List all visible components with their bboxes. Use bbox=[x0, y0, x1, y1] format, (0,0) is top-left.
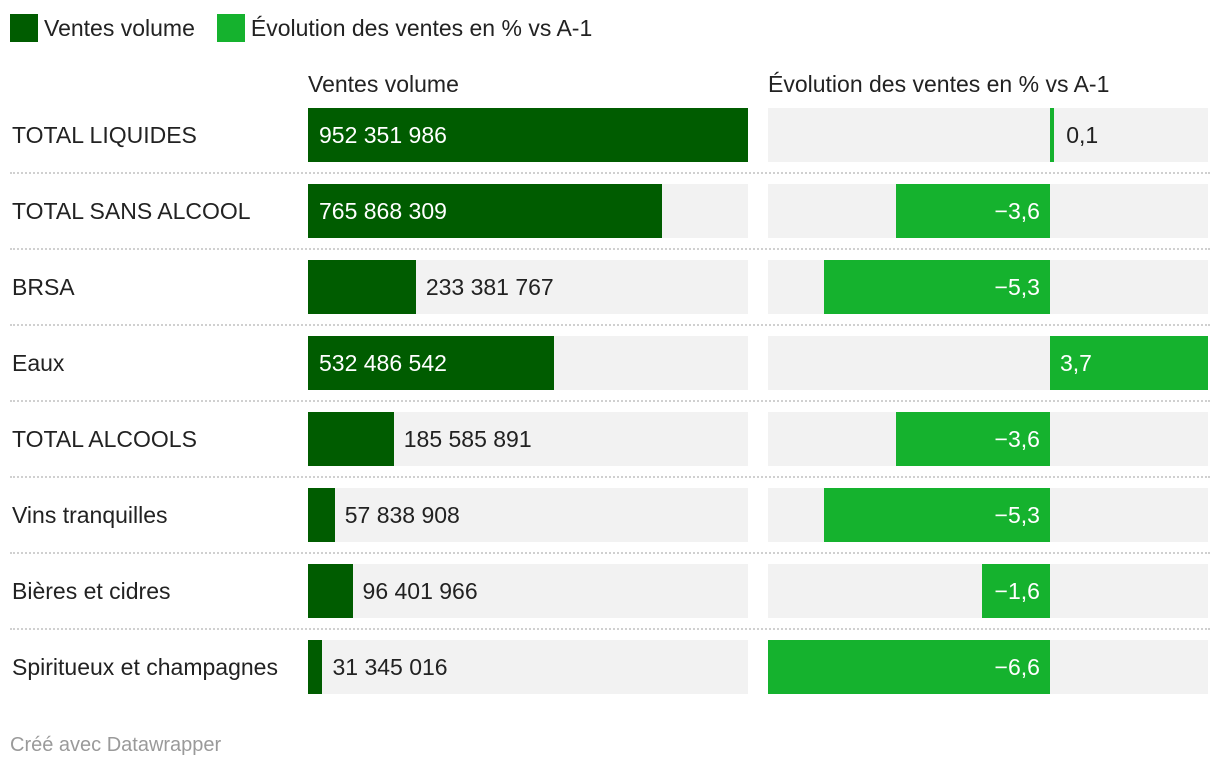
column-header-volume: Ventes volume bbox=[308, 71, 459, 97]
row-separator bbox=[10, 324, 1210, 326]
evolution-value-label: −3,6 bbox=[994, 426, 1040, 452]
table-row: Spiritueux et champagnes 31 345 016 −6,6 bbox=[0, 640, 1220, 694]
row-separator bbox=[10, 552, 1210, 554]
volume-value-label: 532 486 542 bbox=[319, 350, 447, 376]
evolution-bar bbox=[1049, 336, 1208, 390]
chart-legend: Ventes volume Évolution des ventes en % … bbox=[10, 13, 614, 43]
table-row: Bières et cidres 96 401 966 −1,6 bbox=[0, 564, 1220, 618]
row-separator bbox=[10, 400, 1210, 402]
evolution-bar bbox=[1049, 108, 1055, 162]
table-row: Eaux 532 486 542 3,7 bbox=[0, 336, 1220, 390]
volume-track bbox=[308, 488, 748, 542]
volume-value-label: 952 351 986 bbox=[319, 122, 447, 148]
table-row: BRSA 233 381 767 −5,3 bbox=[0, 260, 1220, 314]
evolution-bar bbox=[896, 184, 1050, 238]
table-row: TOTAL LIQUIDES 952 351 986 0,1 bbox=[0, 108, 1220, 162]
row-label: Spiritueux et champagnes bbox=[12, 654, 278, 680]
legend-item-evolution: Évolution des ventes en % vs A-1 bbox=[216, 14, 593, 42]
evolution-bar bbox=[823, 488, 1050, 542]
evolution-value-label: −1,6 bbox=[994, 578, 1040, 604]
evolution-bar bbox=[896, 412, 1050, 466]
evolution-value-label: −5,3 bbox=[994, 502, 1040, 528]
volume-bar bbox=[308, 336, 555, 390]
credit-footer: Créé avec Datawrapper bbox=[10, 734, 222, 756]
row-separator bbox=[10, 476, 1210, 478]
volume-bar bbox=[308, 488, 335, 542]
row-label: BRSA bbox=[12, 274, 75, 300]
volume-value-label: 31 345 016 bbox=[332, 654, 448, 680]
volume-bar bbox=[308, 640, 323, 694]
volume-bar bbox=[308, 184, 662, 238]
row-label: TOTAL LIQUIDES bbox=[12, 122, 197, 148]
volume-value-label: 765 868 309 bbox=[319, 198, 447, 224]
volume-value-label: 185 585 891 bbox=[403, 426, 532, 452]
evolution-track bbox=[768, 108, 1208, 162]
table-row: TOTAL SANS ALCOOL 765 868 309 −3,6 bbox=[0, 184, 1220, 238]
volume-bar bbox=[308, 108, 748, 162]
legend-item-volume: Ventes volume bbox=[10, 14, 195, 42]
evolution-bar bbox=[823, 260, 1050, 314]
evolution-value-label: −5,3 bbox=[994, 274, 1040, 300]
row-separator bbox=[10, 248, 1210, 250]
row-label: TOTAL SANS ALCOOL bbox=[12, 198, 251, 224]
volume-value-label: 57 838 908 bbox=[344, 502, 460, 528]
volume-value-label: 233 381 767 bbox=[425, 274, 554, 300]
volume-track bbox=[308, 640, 748, 694]
table-row: Vins tranquilles 57 838 908 −5,3 bbox=[0, 488, 1220, 542]
row-label: Eaux bbox=[12, 350, 65, 376]
volume-bar bbox=[308, 564, 353, 618]
evolution-value-label: −6,6 bbox=[994, 654, 1040, 680]
evolution-value-label: 0,1 bbox=[1066, 122, 1099, 148]
legend-swatch-volume bbox=[10, 14, 38, 42]
evolution-bar bbox=[768, 640, 1050, 694]
legend-label-evolution: Évolution des ventes en % vs A-1 bbox=[250, 14, 593, 41]
volume-value-label: 96 401 966 bbox=[362, 578, 478, 604]
evolution-value-label: −3,6 bbox=[994, 198, 1040, 224]
volume-track bbox=[308, 564, 748, 618]
evolution-value-label: 3,7 bbox=[1059, 350, 1092, 376]
volume-bar bbox=[308, 412, 394, 466]
row-label: Vins tranquilles bbox=[12, 502, 168, 528]
table-row: TOTAL ALCOOLS 185 585 891 −3,6 bbox=[0, 412, 1220, 466]
row-separator bbox=[10, 172, 1210, 174]
row-label: Bières et cidres bbox=[12, 578, 171, 604]
row-label: TOTAL ALCOOLS bbox=[12, 426, 197, 452]
legend-swatch-evolution bbox=[216, 14, 245, 42]
column-header-evolution: Évolution des ventes en % vs A-1 bbox=[768, 71, 1110, 97]
volume-bar bbox=[308, 260, 416, 314]
evolution-bar bbox=[981, 564, 1050, 618]
legend-label-volume: Ventes volume bbox=[44, 14, 195, 41]
row-separator bbox=[10, 628, 1210, 630]
